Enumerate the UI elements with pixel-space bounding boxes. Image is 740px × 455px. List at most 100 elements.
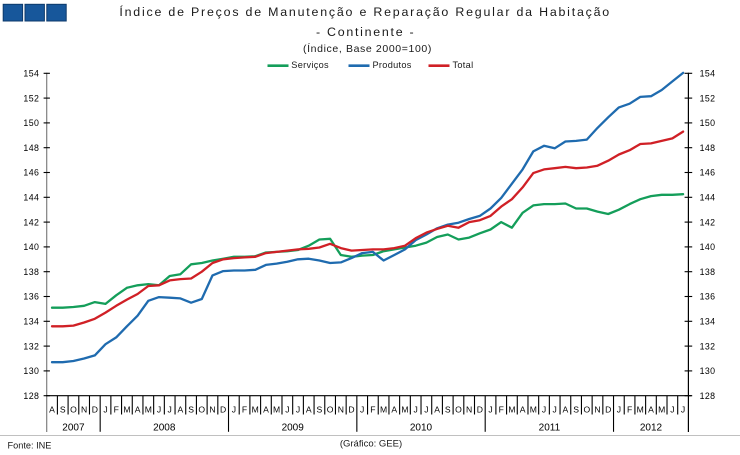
svg-text:J: J	[360, 404, 364, 414]
svg-text:J: J	[296, 404, 300, 414]
svg-text:S: S	[317, 404, 323, 414]
svg-text:M: M	[273, 404, 280, 414]
svg-text:J: J	[681, 404, 685, 414]
svg-text:S: S	[445, 404, 451, 414]
svg-text:146: 146	[700, 168, 716, 178]
svg-text:148: 148	[23, 143, 39, 153]
svg-text:132: 132	[700, 341, 716, 351]
svg-text:152: 152	[700, 93, 716, 103]
svg-text:140: 140	[23, 242, 39, 252]
svg-text:Fonte: INE: Fonte: INE	[8, 440, 52, 450]
svg-text:F: F	[370, 404, 375, 414]
svg-text:A: A	[434, 404, 440, 414]
svg-text:J: J	[232, 404, 236, 414]
svg-text:F: F	[499, 404, 504, 414]
svg-text:Total: Total	[453, 60, 474, 70]
svg-text:130: 130	[23, 366, 39, 376]
svg-text:2011: 2011	[539, 423, 561, 434]
svg-text:(Gráfico: GEE): (Gráfico: GEE)	[340, 439, 402, 450]
svg-text:N: N	[209, 404, 215, 414]
svg-text:- Continente -: - Continente -	[316, 25, 415, 39]
svg-text:140: 140	[700, 242, 716, 252]
svg-text:S: S	[60, 404, 66, 414]
svg-text:D: D	[477, 404, 483, 414]
svg-text:N: N	[338, 404, 344, 414]
svg-text:A: A	[49, 404, 55, 414]
svg-text:N: N	[466, 404, 472, 414]
svg-text:138: 138	[700, 267, 716, 277]
svg-text:M: M	[123, 404, 130, 414]
svg-text:D: D	[348, 404, 354, 414]
svg-text:142: 142	[700, 217, 716, 227]
svg-text:M: M	[380, 404, 387, 414]
svg-text:J: J	[103, 404, 107, 414]
svg-text:136: 136	[700, 292, 716, 302]
svg-text:(Índice, Base 2000=100): (Índice, Base 2000=100)	[303, 42, 432, 55]
svg-text:O: O	[455, 404, 462, 414]
svg-text:M: M	[508, 404, 515, 414]
svg-text:A: A	[263, 404, 269, 414]
svg-text:J: J	[424, 404, 428, 414]
svg-text:130: 130	[700, 366, 716, 376]
svg-text:J: J	[414, 404, 418, 414]
svg-text:A: A	[135, 404, 141, 414]
svg-text:O: O	[583, 404, 590, 414]
svg-text:N: N	[594, 404, 600, 414]
svg-text:F: F	[114, 404, 119, 414]
svg-text:M: M	[252, 404, 259, 414]
svg-text:J: J	[553, 404, 557, 414]
svg-text:D: D	[605, 404, 611, 414]
svg-text:J: J	[285, 404, 289, 414]
svg-text:134: 134	[23, 317, 39, 327]
svg-text:144: 144	[23, 193, 39, 203]
svg-text:144: 144	[700, 193, 716, 203]
svg-text:M: M	[401, 404, 408, 414]
svg-text:136: 136	[23, 292, 39, 302]
svg-text:A: A	[563, 404, 569, 414]
svg-text:J: J	[157, 404, 161, 414]
svg-text:2008: 2008	[153, 423, 176, 434]
svg-text:150: 150	[23, 118, 39, 128]
svg-text:M: M	[145, 404, 152, 414]
svg-text:146: 146	[23, 168, 39, 178]
svg-text:128: 128	[700, 391, 716, 401]
svg-text:M: M	[637, 404, 644, 414]
svg-text:2009: 2009	[282, 423, 305, 434]
svg-text:128: 128	[23, 391, 39, 401]
svg-text:154: 154	[23, 69, 39, 79]
svg-text:M: M	[530, 404, 537, 414]
svg-text:2007: 2007	[62, 423, 85, 434]
svg-text:134: 134	[700, 317, 716, 327]
svg-text:D: D	[220, 404, 226, 414]
svg-text:150: 150	[700, 118, 716, 128]
svg-text:A: A	[178, 404, 184, 414]
svg-text:S: S	[188, 404, 194, 414]
svg-text:Produtos: Produtos	[373, 60, 412, 70]
svg-text:F: F	[627, 404, 632, 414]
svg-text:M: M	[658, 404, 665, 414]
svg-text:S: S	[573, 404, 579, 414]
svg-text:J: J	[168, 404, 172, 414]
svg-text:154: 154	[700, 69, 716, 79]
svg-text:152: 152	[23, 93, 39, 103]
svg-text:J: J	[617, 404, 621, 414]
svg-text:138: 138	[23, 267, 39, 277]
svg-text:A: A	[391, 404, 397, 414]
svg-text:A: A	[306, 404, 312, 414]
svg-text:O: O	[327, 404, 334, 414]
svg-text:O: O	[70, 404, 77, 414]
svg-text:J: J	[488, 404, 492, 414]
svg-text:F: F	[242, 404, 247, 414]
svg-text:142: 142	[23, 217, 39, 227]
svg-text:D: D	[92, 404, 98, 414]
svg-text:N: N	[81, 404, 87, 414]
svg-text:A: A	[648, 404, 654, 414]
svg-text:Índice de Preços de Manutenção: Índice de Preços de Manutenção e Reparaç…	[119, 4, 611, 19]
svg-text:132: 132	[23, 341, 39, 351]
svg-text:148: 148	[700, 143, 716, 153]
svg-text:J: J	[542, 404, 546, 414]
svg-text:2012: 2012	[640, 423, 663, 434]
svg-text:J: J	[670, 404, 674, 414]
svg-text:Serviços: Serviços	[291, 60, 329, 70]
svg-text:2010: 2010	[410, 423, 433, 434]
